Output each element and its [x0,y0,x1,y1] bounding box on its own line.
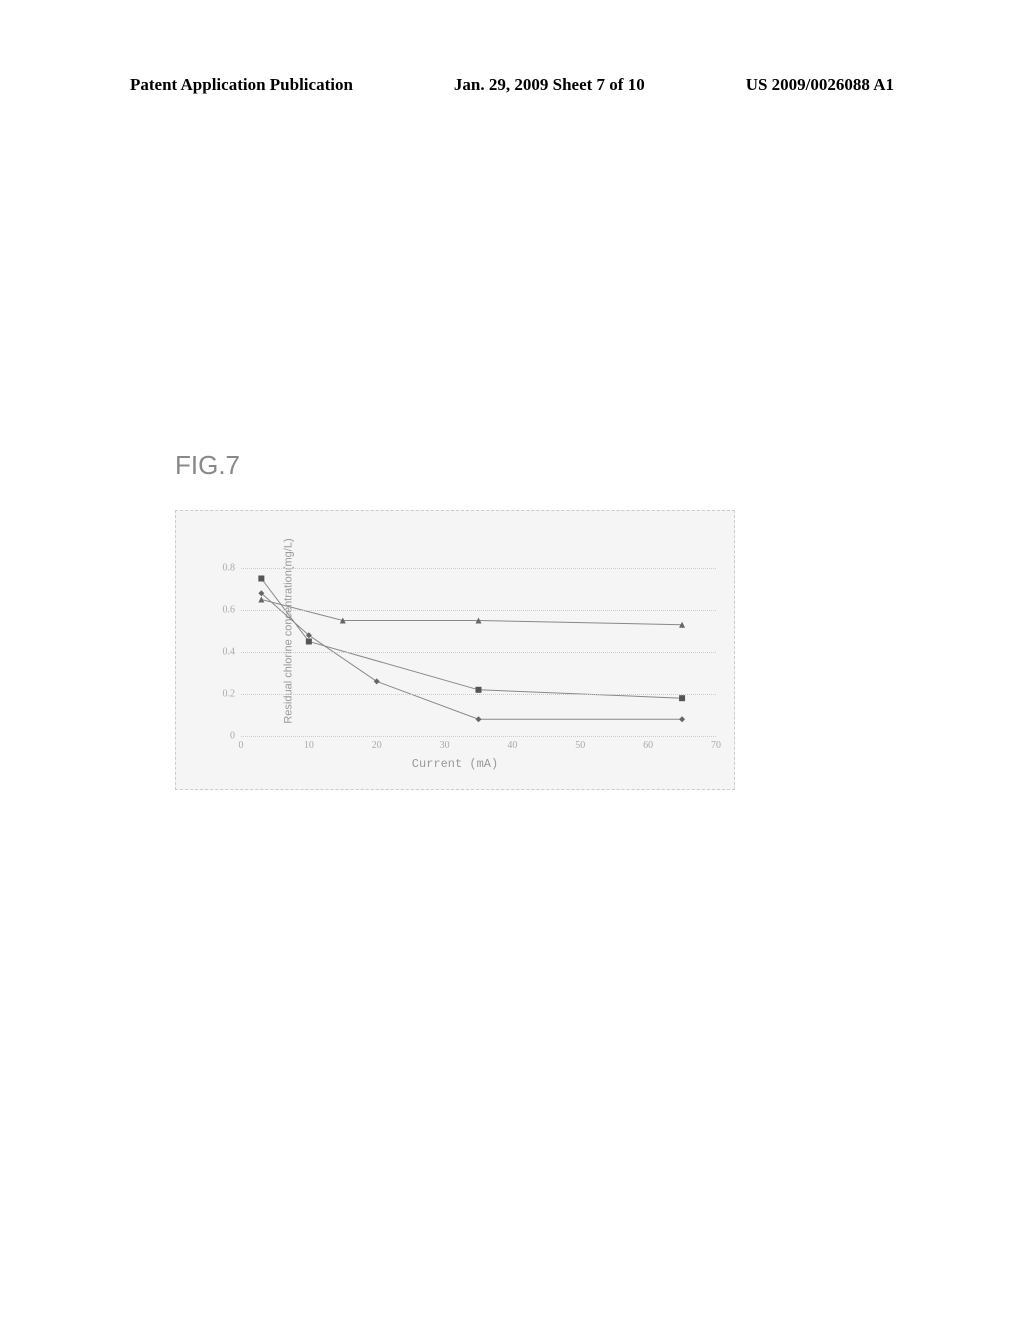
y-tick-label: 0 [230,731,235,742]
x-tick-label: 10 [304,740,314,751]
y-tick-label: 0.2 [223,689,236,700]
page-header: Patent Application Publication Jan. 29, … [0,75,1024,95]
header-right: US 2009/0026088 A1 [746,75,894,95]
header-center: Jan. 29, 2009 Sheet 7 of 10 [454,75,645,95]
x-tick-label: 70 [711,740,721,751]
x-axis-label: Current (mA) [412,757,498,771]
grid-line [241,694,716,695]
x-tick-label: 50 [575,740,585,751]
series-line [261,579,682,699]
data-marker [476,687,482,693]
data-marker [374,678,380,684]
grid-line [241,736,716,737]
x-tick-label: 30 [440,740,450,751]
data-marker [679,716,685,722]
chart-plot-area: Residual chlorine concentration(mg/L) 00… [241,526,716,736]
grid-line [241,652,716,653]
data-marker [258,597,264,603]
y-tick-label: 0.6 [223,605,236,616]
data-marker [476,716,482,722]
figure-label: FIG.7 [175,450,240,481]
x-tick-label: 60 [643,740,653,751]
data-marker [306,639,312,645]
chart-container: Residual chlorine concentration(mg/L) 00… [175,510,735,790]
series-line [261,600,682,625]
series-line [261,593,682,719]
header-left: Patent Application Publication [130,75,353,95]
x-tick-label: 40 [507,740,517,751]
chart-svg [241,526,716,736]
x-tick-label: 0 [239,740,244,751]
grid-line [241,610,716,611]
data-marker [258,576,264,582]
grid-line [241,568,716,569]
x-tick-label: 20 [372,740,382,751]
y-tick-label: 0.8 [223,563,236,574]
data-marker [679,695,685,701]
y-tick-label: 0.4 [223,647,236,658]
